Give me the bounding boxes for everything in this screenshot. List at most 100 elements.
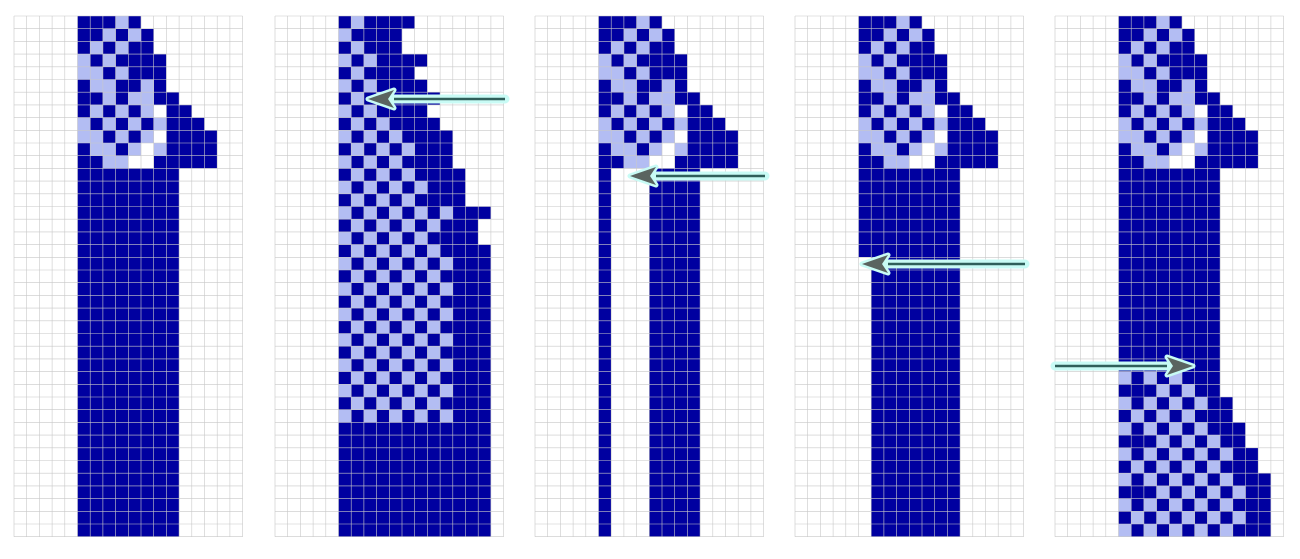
cell-dark <box>934 54 948 67</box>
cell-dark <box>153 320 167 334</box>
cell-dark <box>700 104 713 118</box>
cell-dark <box>883 422 897 436</box>
cell-dark <box>922 244 935 258</box>
cell-dark <box>351 511 364 524</box>
cell-light <box>674 117 688 131</box>
cell-dark <box>1207 524 1221 537</box>
cell-dark <box>166 320 180 334</box>
cell-dark <box>115 511 129 524</box>
cell-dark <box>338 435 352 448</box>
cell-dark <box>153 219 167 232</box>
cell-dark <box>478 511 491 524</box>
cell-dark <box>922 397 935 410</box>
cell-dark <box>934 320 948 334</box>
cell-dark <box>1220 155 1233 169</box>
cell-dark <box>712 143 726 156</box>
cell-dark <box>1182 181 1195 194</box>
cell-dark <box>141 206 154 220</box>
cell-dark <box>909 270 922 283</box>
cell-dark <box>1131 346 1144 359</box>
cell-dark <box>414 371 428 385</box>
cell-dark <box>141 308 154 321</box>
cell-light <box>1156 384 1170 397</box>
cell-dark <box>1118 308 1132 321</box>
cell-dark <box>1156 422 1170 436</box>
cell-dark <box>1182 524 1195 537</box>
cell-dark <box>883 66 897 80</box>
cell-dark <box>1258 498 1271 512</box>
cell-dark <box>1169 511 1182 524</box>
cell-light <box>376 244 390 258</box>
cell-dark <box>153 409 167 423</box>
cell-dark <box>934 333 948 347</box>
cell-dark <box>896 308 910 321</box>
cell-dark <box>440 346 453 359</box>
cell-dark <box>883 473 897 486</box>
cell-dark <box>662 524 675 537</box>
cell-dark <box>871 358 884 372</box>
cell-light <box>909 117 922 131</box>
cell-dark <box>427 155 441 169</box>
cell-light <box>338 181 352 194</box>
cell-dark <box>90 511 103 524</box>
cell-dark <box>1232 130 1246 143</box>
cell-dark <box>712 155 726 169</box>
cell-dark <box>858 41 872 55</box>
cell-dark <box>141 168 154 182</box>
cell-dark <box>649 41 662 55</box>
cell-dark <box>77 181 91 194</box>
cell-dark <box>598 16 612 29</box>
cell-light <box>858 117 872 131</box>
cell-dark <box>414 79 428 93</box>
cell-dark <box>1156 54 1170 67</box>
cell-dark <box>1182 231 1195 245</box>
cell-dark <box>338 143 352 156</box>
cell-light <box>414 282 428 296</box>
cell-dark <box>947 231 961 245</box>
cell-light <box>338 206 352 220</box>
cell-dark <box>128 181 141 194</box>
cell-dark <box>1182 397 1195 410</box>
cell-dark <box>115 28 129 42</box>
cell-dark <box>128 422 141 436</box>
cell-dark <box>623 16 637 29</box>
cell-light <box>1207 435 1221 448</box>
cell-light <box>90 41 103 55</box>
cell-light <box>1131 130 1144 143</box>
cell-light <box>402 143 415 156</box>
cell-dark <box>128 435 141 448</box>
cell-dark <box>934 308 948 321</box>
cell-dark <box>351 498 364 512</box>
cell-dark <box>452 320 466 334</box>
cell-dark <box>1194 295 1208 309</box>
cell-dark <box>1245 511 1259 524</box>
cell-dark <box>674 270 688 283</box>
arrow-head <box>368 90 394 108</box>
cell-dark <box>1143 346 1157 359</box>
cell-dark <box>440 143 453 156</box>
cell-light <box>1169 498 1182 512</box>
cell-dark <box>947 308 961 321</box>
cell-dark <box>687 117 701 131</box>
cell-dark <box>662 66 675 80</box>
cell-dark <box>166 409 180 423</box>
cell-dark <box>427 333 441 347</box>
cell-dark <box>102 282 116 296</box>
cell-dark <box>90 498 103 512</box>
cell-dark <box>934 358 948 372</box>
cell-light <box>858 130 872 143</box>
cell-light <box>440 206 453 220</box>
cell-light <box>389 257 402 270</box>
cell-light <box>351 320 364 334</box>
cell-dark <box>871 206 884 220</box>
cell-dark <box>909 181 922 194</box>
cell-dark <box>1194 181 1208 194</box>
cell-dark <box>649 54 662 67</box>
cell-dark <box>1143 282 1157 296</box>
cell-dark <box>896 282 910 296</box>
cell-dark <box>947 143 961 156</box>
cell-dark <box>947 511 961 524</box>
cell-dark <box>77 371 91 385</box>
cell-light <box>1143 28 1157 42</box>
cell-dark <box>1207 143 1221 156</box>
